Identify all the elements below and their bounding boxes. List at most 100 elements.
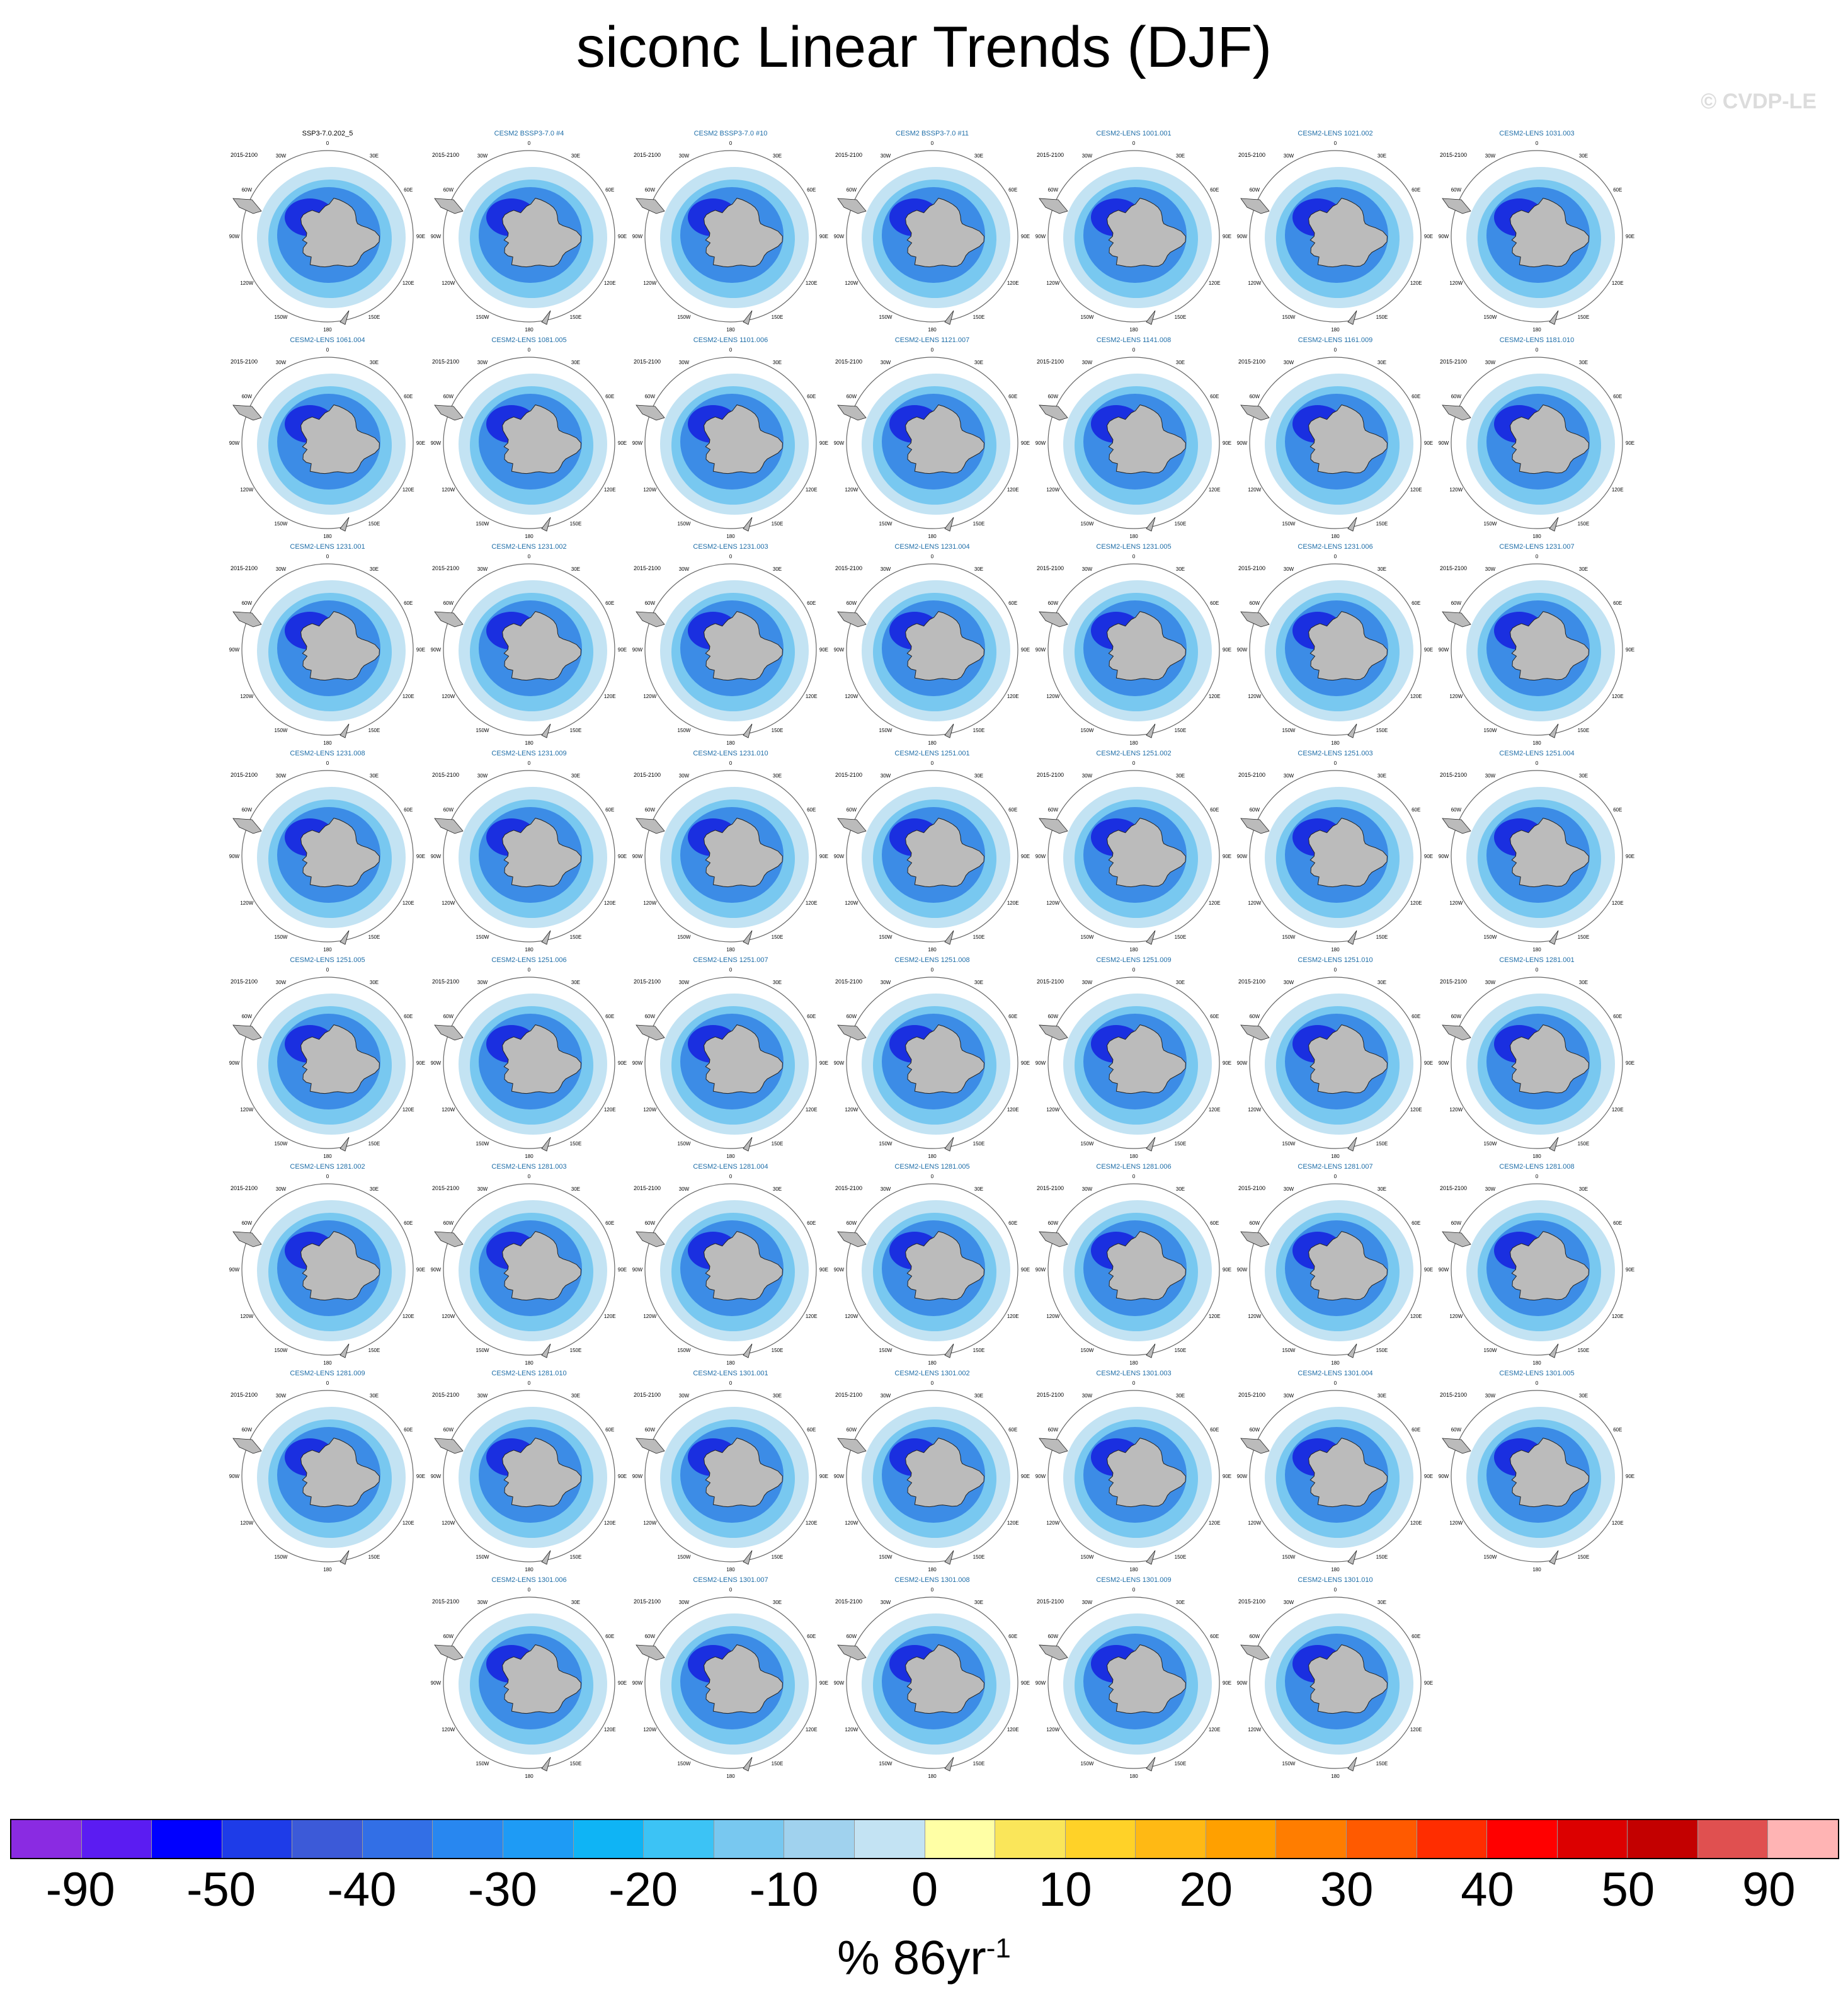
antarctica-landmass xyxy=(1510,1024,1589,1094)
meridian-label: 60E xyxy=(605,1220,614,1226)
meridian-label: 30E xyxy=(1579,1393,1588,1399)
meridian-label: 90E xyxy=(1626,1267,1634,1273)
meridian-label: 0 xyxy=(528,1380,531,1386)
meridian-label: 30E xyxy=(974,1186,983,1192)
meridian-label: 0 xyxy=(931,140,934,146)
south-america-landmass xyxy=(1039,404,1068,421)
meridian-label: 30E xyxy=(773,153,782,159)
meridian-label: 120E xyxy=(1612,1314,1624,1319)
meridian-label: 90W xyxy=(834,1060,845,1066)
meridian-label: 60E xyxy=(807,187,816,193)
meridian-label: 30W xyxy=(1082,153,1093,159)
meridian-label: 0 xyxy=(931,760,934,766)
panel-title: CESM2-LENS 1251.006 xyxy=(491,956,567,964)
meridian-label: 150W xyxy=(879,1761,893,1767)
meridian-label: 120E xyxy=(604,280,616,286)
meridian-label: 150E xyxy=(1578,314,1590,320)
meridian-label: 150W xyxy=(476,728,489,733)
new-zealand-landmass xyxy=(541,1137,551,1152)
new-zealand-landmass xyxy=(1549,930,1559,945)
meridian-label: 30E xyxy=(571,1600,580,1605)
meridian-label: 180 xyxy=(726,1360,735,1366)
meridian-label: 120W xyxy=(442,900,455,906)
meridian-label: 150W xyxy=(1484,521,1497,527)
meridian-label: 60E xyxy=(807,1634,816,1639)
panel-period: 2015-2100 xyxy=(1037,358,1064,365)
meridian-label: 60E xyxy=(1008,807,1017,813)
meridian-label: 60E xyxy=(404,394,413,399)
meridian-label: 150W xyxy=(678,1348,691,1353)
meridian-label: 0 xyxy=(931,1587,934,1593)
meridian-label: 150E xyxy=(570,1554,582,1560)
polar-map: 0 30E 60E 90E 120E 150E 180 150W 120W 90W 60W 30W xyxy=(229,140,425,333)
panel-period: 2015-2100 xyxy=(231,1185,258,1191)
meridian-label: 180 xyxy=(928,1773,937,1779)
meridian-label: 60E xyxy=(1008,187,1017,193)
new-zealand-landmass xyxy=(1146,1550,1156,1565)
meridian-label: 0 xyxy=(1334,1380,1337,1386)
meridian-label: 60E xyxy=(807,1014,816,1019)
meridian-label: 90E xyxy=(618,1060,627,1066)
colorbar-box xyxy=(11,1820,82,1858)
colorbar-box xyxy=(1697,1820,1769,1858)
meridian-label: 150W xyxy=(476,1141,489,1147)
meridian-label: 60W xyxy=(645,1220,656,1226)
panel-period: 2015-2100 xyxy=(1440,772,1468,778)
meridian-label: 150W xyxy=(275,934,288,940)
meridian-label: 180 xyxy=(1129,947,1138,953)
map-panel: CESM2-LENS 1251.005 2015-2100 0 30E 60E 90E 12… xyxy=(227,956,428,1161)
meridian-label: 30W xyxy=(1485,153,1496,159)
meridian-label: 60W xyxy=(1048,187,1059,193)
meridian-label: 0 xyxy=(729,1174,733,1179)
meridian-label: 60E xyxy=(807,1220,816,1226)
meridian-label: 0 xyxy=(931,1380,934,1386)
meridian-label: 30W xyxy=(679,1600,690,1605)
meridian-label: 30E xyxy=(974,153,983,159)
meridian-label: 120E xyxy=(806,1107,818,1113)
panel-period: 2015-2100 xyxy=(1238,565,1266,571)
antarctica-landmass xyxy=(502,1231,581,1301)
meridian-label: 150E xyxy=(570,1348,582,1353)
meridian-label: 30E xyxy=(773,773,782,779)
panel-title: CESM2-LENS 1281.003 xyxy=(491,1163,567,1171)
panel-title: SSP3-7.0.202_5 xyxy=(302,130,353,137)
meridian-label: 90W xyxy=(1035,1680,1046,1686)
new-zealand-landmass xyxy=(339,723,350,738)
antarctica-landmass xyxy=(502,818,581,888)
meridian-label: 120W xyxy=(845,1107,858,1113)
new-zealand-landmass xyxy=(743,1756,753,1772)
meridian-label: 150E xyxy=(1578,728,1590,733)
polar-map: 0 30E 60E 90E 120E 150E 180 150W 120W 90W 60W 30W xyxy=(1035,1174,1231,1366)
antarctica-landmass xyxy=(1107,1438,1186,1508)
colorbar-box xyxy=(152,1820,222,1858)
meridian-label: 90E xyxy=(1626,1474,1634,1479)
meridian-label: 60E xyxy=(807,600,816,606)
meridian-label: 120E xyxy=(1410,1727,1422,1733)
meridian-label: 90E xyxy=(618,647,627,653)
meridian-label: 90E xyxy=(1424,1474,1433,1479)
meridian-label: 150E xyxy=(772,1761,784,1767)
meridian-label: 60E xyxy=(1412,1014,1420,1019)
new-zealand-landmass xyxy=(541,517,551,532)
meridian-label: 60W xyxy=(847,394,857,399)
meridian-label: 120E xyxy=(1007,280,1019,286)
meridian-label: 150W xyxy=(678,1761,691,1767)
polar-map: 0 30E 60E 90E 120E 150E 180 150W 120W 90W 60W 30W xyxy=(1439,140,1634,333)
meridian-label: 60W xyxy=(242,807,253,813)
meridian-label: 30E xyxy=(773,566,782,572)
meridian-label: 90E xyxy=(1223,1474,1231,1479)
meridian-label: 60E xyxy=(605,187,614,193)
meridian-label: 90W xyxy=(1237,647,1248,653)
south-america-landmass xyxy=(1442,1231,1471,1247)
meridian-label: 0 xyxy=(1334,554,1337,559)
meridian-label: 90W xyxy=(834,1474,845,1479)
meridian-label: 0 xyxy=(1132,1174,1136,1179)
meridian-label: 120E xyxy=(402,487,414,493)
meridian-label: 90E xyxy=(618,1474,627,1479)
south-america-landmass xyxy=(1039,1644,1068,1661)
map-panel: CESM2-LENS 1251.001 2015-2100 0 30E 60E 90E 12… xyxy=(831,749,1033,954)
colorbar-tick-label: -10 xyxy=(749,1863,819,1917)
meridian-label: 120W xyxy=(643,1107,656,1113)
meridian-label: 90E xyxy=(1424,1060,1433,1066)
new-zealand-landmass xyxy=(1347,517,1357,532)
